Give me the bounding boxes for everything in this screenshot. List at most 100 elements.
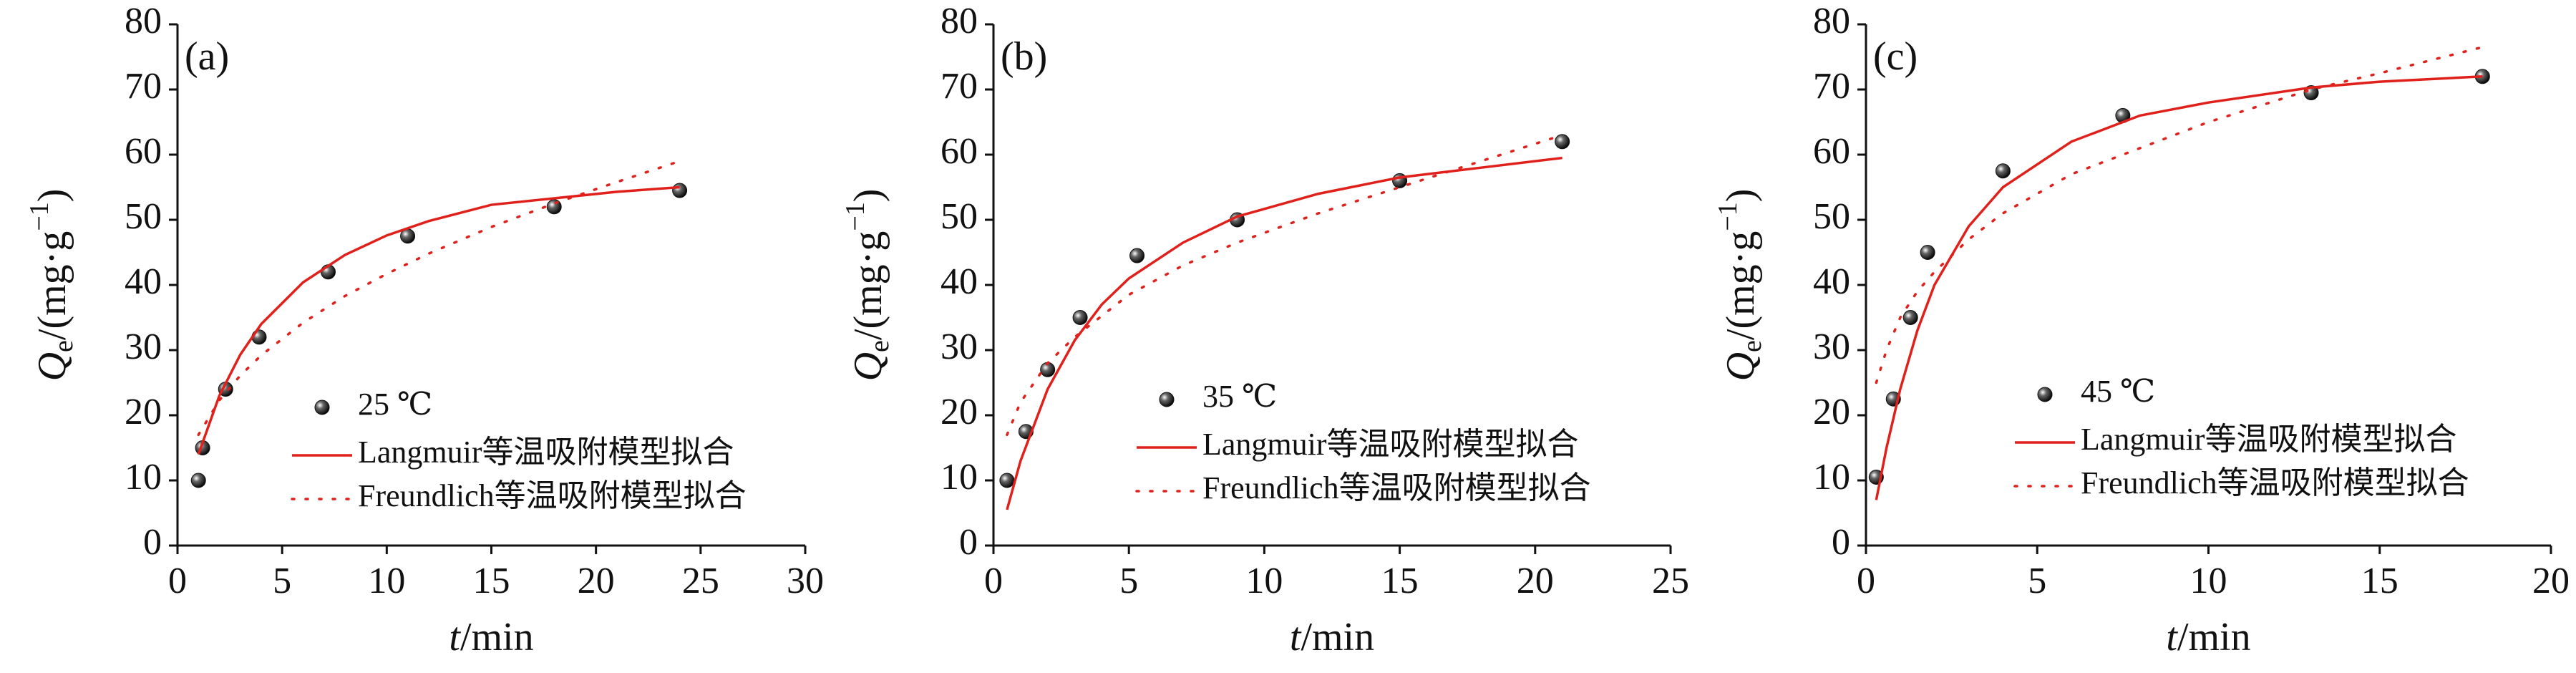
y-label-sub: e xyxy=(1737,340,1767,352)
y-tick-label: 50 xyxy=(1813,196,1850,237)
fit-line xyxy=(197,160,681,437)
y-tick-label: 10 xyxy=(125,457,162,498)
y-label-unit: /(mg·g xyxy=(1719,231,1763,340)
y-tick-label: 40 xyxy=(125,261,162,302)
y-axis-label: Qe/(mg·g−1) xyxy=(840,189,895,382)
legend-label: Freundlich等温吸附模型拟合 xyxy=(358,478,747,513)
x-label-var: t xyxy=(1290,615,1302,659)
legend-label: Langmuir等温吸附模型拟合 xyxy=(358,435,734,470)
x-label-var: t xyxy=(449,615,461,659)
y-tick-label: 70 xyxy=(125,66,162,107)
x-tick-label: 10 xyxy=(2190,561,2227,601)
y-tick-label: 0 xyxy=(143,522,162,563)
x-axis-label: t/min xyxy=(2166,615,2250,659)
fit-line xyxy=(1875,46,2484,384)
x-tick-label: 25 xyxy=(682,561,719,601)
x-label-unit: /min xyxy=(2177,615,2251,659)
y-tick-label: 40 xyxy=(1813,261,1850,302)
data-point xyxy=(1995,163,2011,179)
legend-label: Freundlich等温吸附模型拟合 xyxy=(1202,470,1591,505)
legend-marker xyxy=(314,400,330,415)
x-tick-label: 20 xyxy=(1517,561,1554,601)
y-tick-label: 0 xyxy=(1832,522,1850,563)
x-label-unit: /min xyxy=(460,615,534,659)
fit-line xyxy=(1006,133,1564,437)
x-tick-label: 30 xyxy=(787,561,824,601)
y-tick-label: 70 xyxy=(941,66,978,107)
fit-line xyxy=(197,185,680,455)
y-axis-label: Qe/(mg·g−1) xyxy=(24,189,79,382)
y-axis-label: Qe/(mg·g−1) xyxy=(1713,189,1767,382)
y-tick-label: 10 xyxy=(1813,457,1850,498)
y-tick-label: 10 xyxy=(941,457,978,498)
legend-label: 25 ℃ xyxy=(358,387,432,422)
fit-line xyxy=(1875,75,2483,500)
x-tick-label: 5 xyxy=(273,561,291,601)
y-tick-label: 30 xyxy=(1813,326,1850,367)
y-label-sup: −1 xyxy=(840,202,870,231)
legend-label: Freundlich等温吸附模型拟合 xyxy=(2081,465,2469,500)
y-tick-label: 40 xyxy=(941,261,978,302)
data-point xyxy=(672,183,688,198)
x-tick-label: 25 xyxy=(1652,561,1689,601)
x-tick-label: 10 xyxy=(368,561,405,601)
y-tick-label: 20 xyxy=(125,392,162,432)
y-label-close: ) xyxy=(1719,189,1763,203)
y-tick-label: 50 xyxy=(125,196,162,237)
data-point xyxy=(251,329,267,345)
x-label-unit: /min xyxy=(1301,615,1374,659)
y-tick-label: 60 xyxy=(1813,131,1850,172)
y-tick-label: 0 xyxy=(959,522,978,563)
x-tick-label: 10 xyxy=(1245,561,1283,601)
y-tick-label: 80 xyxy=(941,1,978,42)
y-label-sub: e xyxy=(865,340,895,352)
y-tick-label: 80 xyxy=(125,1,162,42)
y-label-close: ) xyxy=(846,189,890,203)
x-tick-label: 0 xyxy=(168,561,187,601)
fit-line xyxy=(1006,156,1562,510)
legend-label: 35 ℃ xyxy=(1202,379,1277,414)
y-tick-label: 60 xyxy=(125,131,162,172)
legend-label: Langmuir等温吸附模型拟合 xyxy=(2081,422,2457,457)
y-tick-label: 30 xyxy=(941,326,978,367)
panel-label: (c) xyxy=(1873,34,1918,79)
y-label-var: Q xyxy=(30,352,74,381)
y-tick-label: 50 xyxy=(941,196,978,237)
legend-marker xyxy=(1159,392,1175,407)
data-point xyxy=(1555,134,1570,150)
y-tick-label: 30 xyxy=(125,326,162,367)
y-tick-label: 70 xyxy=(1813,66,1850,107)
x-tick-label: 20 xyxy=(578,561,615,601)
legend-label: 45 ℃ xyxy=(2081,374,2155,409)
data-point xyxy=(1920,245,1935,260)
x-tick-label: 15 xyxy=(1381,561,1419,601)
data-point xyxy=(190,473,206,488)
x-tick-label: 20 xyxy=(2532,561,2570,601)
y-label-sup: −1 xyxy=(24,202,54,231)
data-point xyxy=(1902,310,1918,325)
data-point xyxy=(546,199,562,215)
data-point xyxy=(1072,310,1088,325)
y-label-sup: −1 xyxy=(1713,202,1743,231)
y-tick-label: 60 xyxy=(941,131,978,172)
y-tick-label: 20 xyxy=(1813,392,1850,432)
data-point xyxy=(999,473,1015,488)
y-label-sub: e xyxy=(49,340,79,352)
legend-marker xyxy=(2037,387,2053,402)
x-tick-label: 15 xyxy=(2361,561,2398,601)
legend-label: Langmuir等温吸附模型拟合 xyxy=(1202,427,1579,462)
y-label-unit: /(mg·g xyxy=(30,231,74,340)
x-axis-label: t/min xyxy=(1290,615,1374,659)
y-label-var: Q xyxy=(1719,352,1763,381)
x-tick-label: 0 xyxy=(1857,561,1875,601)
y-tick-label: 80 xyxy=(1813,1,1850,42)
y-label-var: Q xyxy=(846,352,890,381)
y-tick-label: 20 xyxy=(941,392,978,432)
panel-label: (b) xyxy=(1001,34,1047,79)
panel-label: (a) xyxy=(185,34,229,79)
x-tick-label: 5 xyxy=(2028,561,2046,601)
y-label-close: ) xyxy=(30,189,74,203)
y-label-unit: /(mg·g xyxy=(846,231,890,340)
